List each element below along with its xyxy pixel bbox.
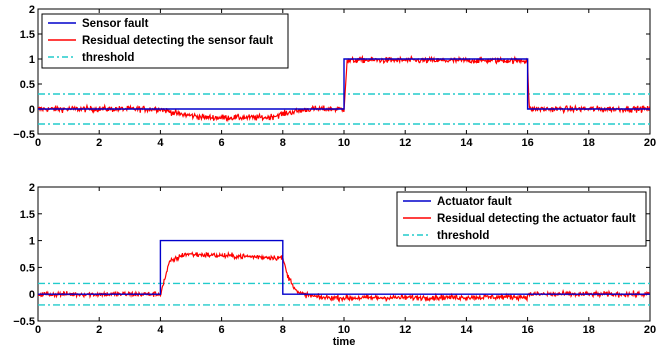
x-axis-label: time — [333, 336, 356, 348]
x-tick-label: 2 — [96, 137, 102, 149]
series-line-1 — [38, 239, 650, 295]
x-tick-label: 6 — [219, 137, 225, 149]
legend: Sensor fault Residual detecting the senso… — [41, 13, 289, 69]
x-tick-label: 0 — [35, 324, 41, 336]
x-tick-label: 12 — [399, 324, 411, 336]
x-tick-label: 12 — [399, 137, 411, 149]
x-tick-label: 20 — [644, 137, 656, 149]
plot-area — [38, 239, 650, 306]
series-line-1 — [38, 58, 650, 110]
y-tick-label: 0.5 — [20, 262, 35, 274]
x-tick-label: 0 — [35, 137, 41, 149]
x-tick-label: 16 — [521, 324, 533, 336]
y-tick-label: 0 — [29, 289, 35, 301]
legend-entry: threshold — [437, 230, 489, 242]
x-tick-label: 10 — [338, 324, 350, 336]
y-tick-label: 0 — [29, 104, 35, 116]
x-tick-label: 20 — [644, 324, 656, 336]
y-tick-label: 0.5 — [20, 79, 35, 91]
x-tick-label: 6 — [219, 324, 225, 336]
y-tick-label: 1 — [29, 236, 35, 248]
chart-panel-2: 0 2 4 6 8 10 12 14 16 18 20−0.500.511.52timeActuat… — [13, 182, 656, 348]
y-tick-label: 2 — [29, 4, 35, 16]
y-tick-label: 1 — [29, 54, 35, 66]
x-tick-label: 4 — [157, 137, 164, 149]
x-tick-label: 2 — [96, 324, 102, 336]
legend: Actuator fault Residual detecting the act… — [396, 191, 647, 247]
legend-entry: Residual detecting the actuator fault — [437, 213, 636, 225]
y-tick-label: −0.5 — [13, 316, 35, 328]
x-tick-label: 10 — [338, 137, 350, 149]
x-tick-label: 8 — [280, 324, 286, 336]
legend-entry: threshold — [82, 52, 134, 64]
legend-box — [396, 191, 647, 247]
legend-entry: Actuator fault — [437, 196, 512, 208]
y-tick-label: 1.5 — [20, 209, 35, 221]
plot-area — [38, 54, 650, 125]
x-tick-label: 4 — [157, 324, 164, 336]
y-tick-label: −0.5 — [13, 129, 35, 141]
x-tick-label: 18 — [583, 137, 595, 149]
y-tick-label: 2 — [29, 182, 35, 194]
legend-entry: Sensor fault — [82, 18, 149, 30]
x-tick-label: 14 — [460, 137, 473, 149]
legend-entry: Residual detecting the sensor fault — [82, 35, 273, 47]
x-tick-label: 18 — [583, 324, 595, 336]
x-tick-label: 16 — [521, 137, 533, 149]
x-tick-label: 14 — [460, 324, 473, 336]
legend-box — [41, 13, 289, 69]
y-tick-label: 1.5 — [20, 29, 35, 41]
x-tick-label: 8 — [280, 137, 286, 149]
